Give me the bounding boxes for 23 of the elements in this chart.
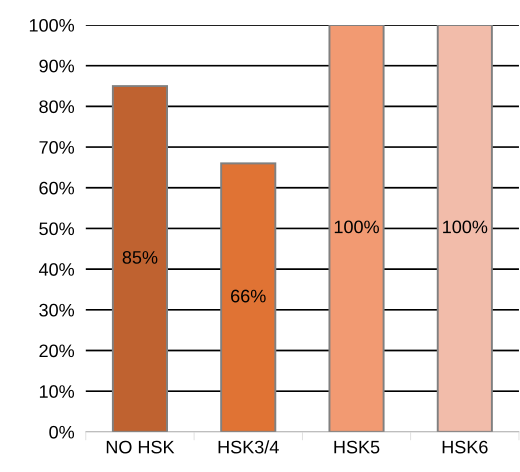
bar bbox=[112, 85, 168, 432]
data-label: 100% bbox=[334, 220, 379, 234]
y-tick-label: 20% bbox=[39, 344, 74, 358]
bar bbox=[328, 25, 385, 432]
y-tick-label: 80% bbox=[39, 100, 74, 114]
data-label: 66% bbox=[231, 290, 266, 302]
data-label: 85% bbox=[122, 251, 158, 264]
x-tick-label: HSK3/4 bbox=[218, 440, 279, 454]
x-tick-label: NO HSK bbox=[106, 440, 174, 454]
data-label: 100% bbox=[443, 220, 488, 234]
y-tick-label: 90% bbox=[39, 60, 74, 72]
x-tick-label: HSK5 bbox=[334, 440, 380, 454]
y-tick-label: 40% bbox=[38, 263, 74, 276]
y-tick-label: 50% bbox=[39, 222, 74, 236]
x-tick-label: HSK6 bbox=[442, 440, 488, 454]
y-tick-label: 60% bbox=[39, 182, 74, 194]
y-tick-label: 0% bbox=[49, 426, 74, 439]
y-tick-label: 70% bbox=[39, 141, 74, 154]
y-tick-label: 10% bbox=[40, 385, 74, 398]
y-tick-label: 30% bbox=[39, 304, 74, 317]
bar bbox=[436, 25, 493, 432]
y-tick-label: 100% bbox=[30, 18, 74, 32]
bar bbox=[220, 162, 276, 432]
